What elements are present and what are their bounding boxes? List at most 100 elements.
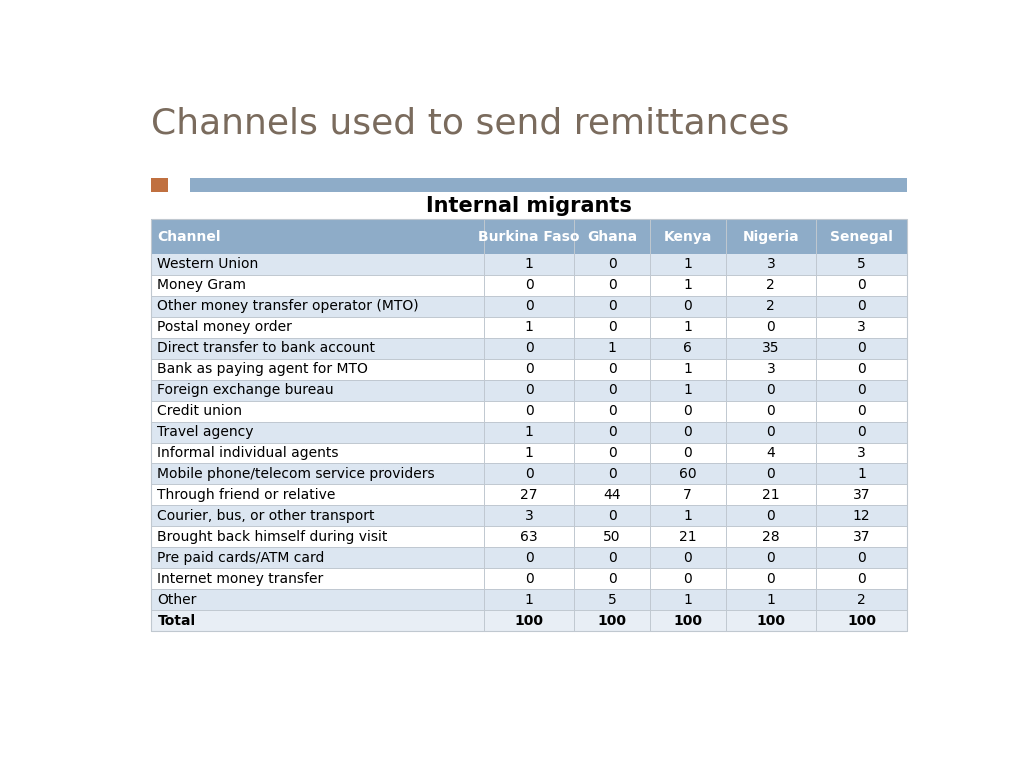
Text: 3: 3 [524, 509, 534, 523]
Text: 0: 0 [857, 362, 866, 376]
Text: 0: 0 [683, 571, 692, 586]
Bar [152, 568, 907, 589]
Text: 0: 0 [524, 341, 534, 355]
Text: 1: 1 [683, 362, 692, 376]
Text: 1: 1 [607, 341, 616, 355]
Text: 3: 3 [857, 446, 866, 460]
Bar [152, 316, 907, 338]
Bar [152, 379, 907, 401]
Text: 5: 5 [857, 257, 866, 271]
Text: Brought back himself during visit: Brought back himself during visit [158, 530, 388, 544]
Text: 1: 1 [683, 320, 692, 334]
Text: 0: 0 [767, 551, 775, 564]
Text: 0: 0 [524, 383, 534, 397]
Text: 0: 0 [524, 571, 534, 586]
Text: 0: 0 [767, 404, 775, 418]
Text: Travel agency: Travel agency [158, 425, 254, 439]
Text: 0: 0 [524, 362, 534, 376]
Text: 60: 60 [679, 467, 696, 481]
Text: Postal money order: Postal money order [158, 320, 292, 334]
Text: Foreign exchange bureau: Foreign exchange bureau [158, 383, 334, 397]
Text: 0: 0 [857, 341, 866, 355]
Bar [152, 338, 907, 359]
Text: 28: 28 [762, 530, 779, 544]
Text: 1: 1 [683, 278, 692, 293]
Text: 0: 0 [857, 425, 866, 439]
Text: Mobile phone/telecom service providers: Mobile phone/telecom service providers [158, 467, 435, 481]
Text: 0: 0 [767, 383, 775, 397]
Text: 0: 0 [608, 467, 616, 481]
Text: 0: 0 [683, 446, 692, 460]
Bar [152, 442, 907, 463]
Text: 0: 0 [857, 404, 866, 418]
Text: 0: 0 [608, 571, 616, 586]
Text: Through friend or relative: Through friend or relative [158, 488, 336, 502]
Text: 1: 1 [683, 593, 692, 607]
Text: 100: 100 [598, 614, 627, 627]
Text: Burkina Faso: Burkina Faso [478, 230, 580, 243]
Text: Ghana: Ghana [587, 230, 637, 243]
Bar [152, 589, 907, 611]
Text: 0: 0 [857, 383, 866, 397]
Text: 1: 1 [683, 383, 692, 397]
Text: Money Gram: Money Gram [158, 278, 247, 293]
Bar [152, 485, 907, 505]
Text: 0: 0 [767, 571, 775, 586]
Text: 6: 6 [683, 341, 692, 355]
Text: Courier, bus, or other transport: Courier, bus, or other transport [158, 509, 375, 523]
Text: 2: 2 [767, 300, 775, 313]
Text: 1: 1 [766, 593, 775, 607]
Bar [152, 526, 907, 548]
Bar [152, 548, 907, 568]
Text: 21: 21 [679, 530, 696, 544]
Text: 0: 0 [524, 467, 534, 481]
Text: Nigeria: Nigeria [742, 230, 799, 243]
Bar [152, 422, 907, 442]
Text: 0: 0 [608, 278, 616, 293]
Text: Senegal: Senegal [830, 230, 893, 243]
Text: 0: 0 [608, 404, 616, 418]
Text: 0: 0 [683, 404, 692, 418]
Bar [152, 611, 907, 631]
Text: 2: 2 [857, 593, 866, 607]
Text: 0: 0 [767, 509, 775, 523]
Text: 0: 0 [524, 300, 534, 313]
Text: 3: 3 [767, 362, 775, 376]
Text: 1: 1 [683, 509, 692, 523]
Text: 0: 0 [524, 278, 534, 293]
Text: 35: 35 [762, 341, 779, 355]
Text: 37: 37 [853, 488, 870, 502]
Text: 0: 0 [608, 509, 616, 523]
Text: 7: 7 [683, 488, 692, 502]
Text: 0: 0 [608, 362, 616, 376]
Text: Bank as paying agent for MTO: Bank as paying agent for MTO [158, 362, 369, 376]
Text: Other: Other [158, 593, 197, 607]
Text: Other money transfer operator (MTO): Other money transfer operator (MTO) [158, 300, 419, 313]
Bar [190, 178, 907, 192]
Text: 0: 0 [683, 300, 692, 313]
Text: 1: 1 [524, 320, 534, 334]
Text: 63: 63 [520, 530, 538, 544]
Text: Pre paid cards/ATM card: Pre paid cards/ATM card [158, 551, 325, 564]
Text: 27: 27 [520, 488, 538, 502]
Text: Kenya: Kenya [664, 230, 712, 243]
Text: 1: 1 [857, 467, 866, 481]
Text: 0: 0 [608, 551, 616, 564]
Text: 0: 0 [608, 383, 616, 397]
Text: 2: 2 [767, 278, 775, 293]
Text: 0: 0 [767, 425, 775, 439]
Text: 0: 0 [608, 446, 616, 460]
Text: Western Union: Western Union [158, 257, 259, 271]
Text: 1: 1 [524, 446, 534, 460]
Text: Internal migrants: Internal migrants [426, 196, 632, 216]
Text: 0: 0 [857, 571, 866, 586]
Text: 0: 0 [608, 257, 616, 271]
Text: Informal individual agents: Informal individual agents [158, 446, 339, 460]
Text: Total: Total [158, 614, 196, 627]
Text: 3: 3 [857, 320, 866, 334]
Text: 1: 1 [683, 257, 692, 271]
Text: 0: 0 [767, 467, 775, 481]
Text: 0: 0 [524, 404, 534, 418]
Text: Channels used to send remittances: Channels used to send remittances [152, 106, 790, 140]
Text: 5: 5 [608, 593, 616, 607]
